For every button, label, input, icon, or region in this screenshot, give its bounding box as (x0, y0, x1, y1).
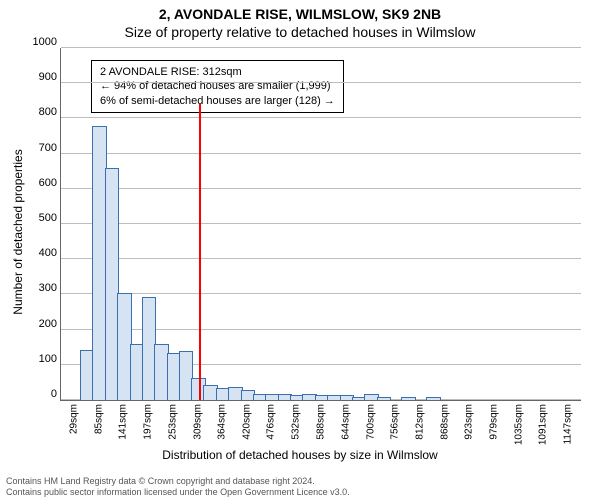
y-tick-label: 600 (17, 177, 57, 189)
footer-line2: Contains public sector information licen… (6, 487, 350, 498)
gridline (61, 258, 581, 259)
gridline (61, 117, 581, 118)
x-tick-label: 420sqm (241, 404, 252, 440)
chart-container: 2, AVONDALE RISE, WILMSLOW, SK9 2NB Size… (0, 0, 600, 500)
x-tick-label: 923sqm (464, 404, 475, 440)
marker-line (199, 104, 201, 400)
gridline (61, 82, 581, 83)
histogram-bar (426, 397, 440, 400)
y-tick-label: 500 (17, 212, 57, 224)
y-tick-label: 300 (17, 282, 57, 294)
x-tick-label: 309sqm (192, 404, 203, 440)
x-tick-label: 868sqm (439, 404, 450, 440)
histogram-bar (377, 397, 391, 400)
y-tick-label: 700 (17, 142, 57, 154)
y-tick-label: 0 (17, 388, 57, 400)
x-tick-label: 253sqm (167, 404, 178, 440)
x-tick-label: 1147sqm (563, 404, 574, 444)
x-tick-label: 588sqm (316, 404, 327, 440)
x-tick-label: 1091sqm (538, 404, 549, 445)
gridline (61, 329, 581, 330)
annotation-line3: 6% of semi-detached houses are larger (1… (100, 94, 335, 108)
annotation-box: 2 AVONDALE RISE: 312sqm ← 94% of detache… (91, 60, 344, 113)
x-tick-label: 29sqm (68, 404, 79, 434)
x-tick-label: 812sqm (415, 404, 426, 440)
y-tick-label: 1000 (17, 36, 57, 48)
y-tick-label: 900 (17, 71, 57, 83)
histogram-bar (401, 397, 415, 400)
chart-title-line1: 2, AVONDALE RISE, WILMSLOW, SK9 2NB (0, 6, 600, 22)
x-tick-label: 756sqm (390, 404, 401, 440)
x-tick-label: 1035sqm (513, 404, 524, 445)
chart-title-line2: Size of property relative to detached ho… (0, 24, 600, 40)
gridline (61, 153, 581, 154)
x-tick-label: 85sqm (93, 404, 104, 434)
footer-line1: Contains HM Land Registry data © Crown c… (6, 476, 350, 487)
x-tick-label: 364sqm (216, 404, 227, 440)
footer-text: Contains HM Land Registry data © Crown c… (6, 476, 350, 498)
x-tick-label: 644sqm (340, 404, 351, 440)
y-tick-label: 100 (17, 353, 57, 365)
gridline (61, 47, 581, 48)
x-tick-label: 197sqm (143, 404, 154, 440)
y-tick-label: 400 (17, 247, 57, 259)
annotation-line1: 2 AVONDALE RISE: 312sqm (100, 65, 335, 79)
y-tick-label: 200 (17, 318, 57, 330)
plot-area: 2 AVONDALE RISE: 312sqm ← 94% of detache… (60, 48, 581, 401)
gridline (61, 223, 581, 224)
y-tick-label: 800 (17, 106, 57, 118)
gridline (61, 188, 581, 189)
x-tick-label: 141sqm (118, 404, 129, 440)
x-tick-label: 979sqm (488, 404, 499, 440)
x-tick-label: 532sqm (291, 404, 302, 440)
gridline (61, 293, 581, 294)
x-tick-label: 700sqm (365, 404, 376, 440)
x-tick-label: 476sqm (266, 404, 277, 440)
x-axis-label: Distribution of detached houses by size … (0, 448, 600, 462)
